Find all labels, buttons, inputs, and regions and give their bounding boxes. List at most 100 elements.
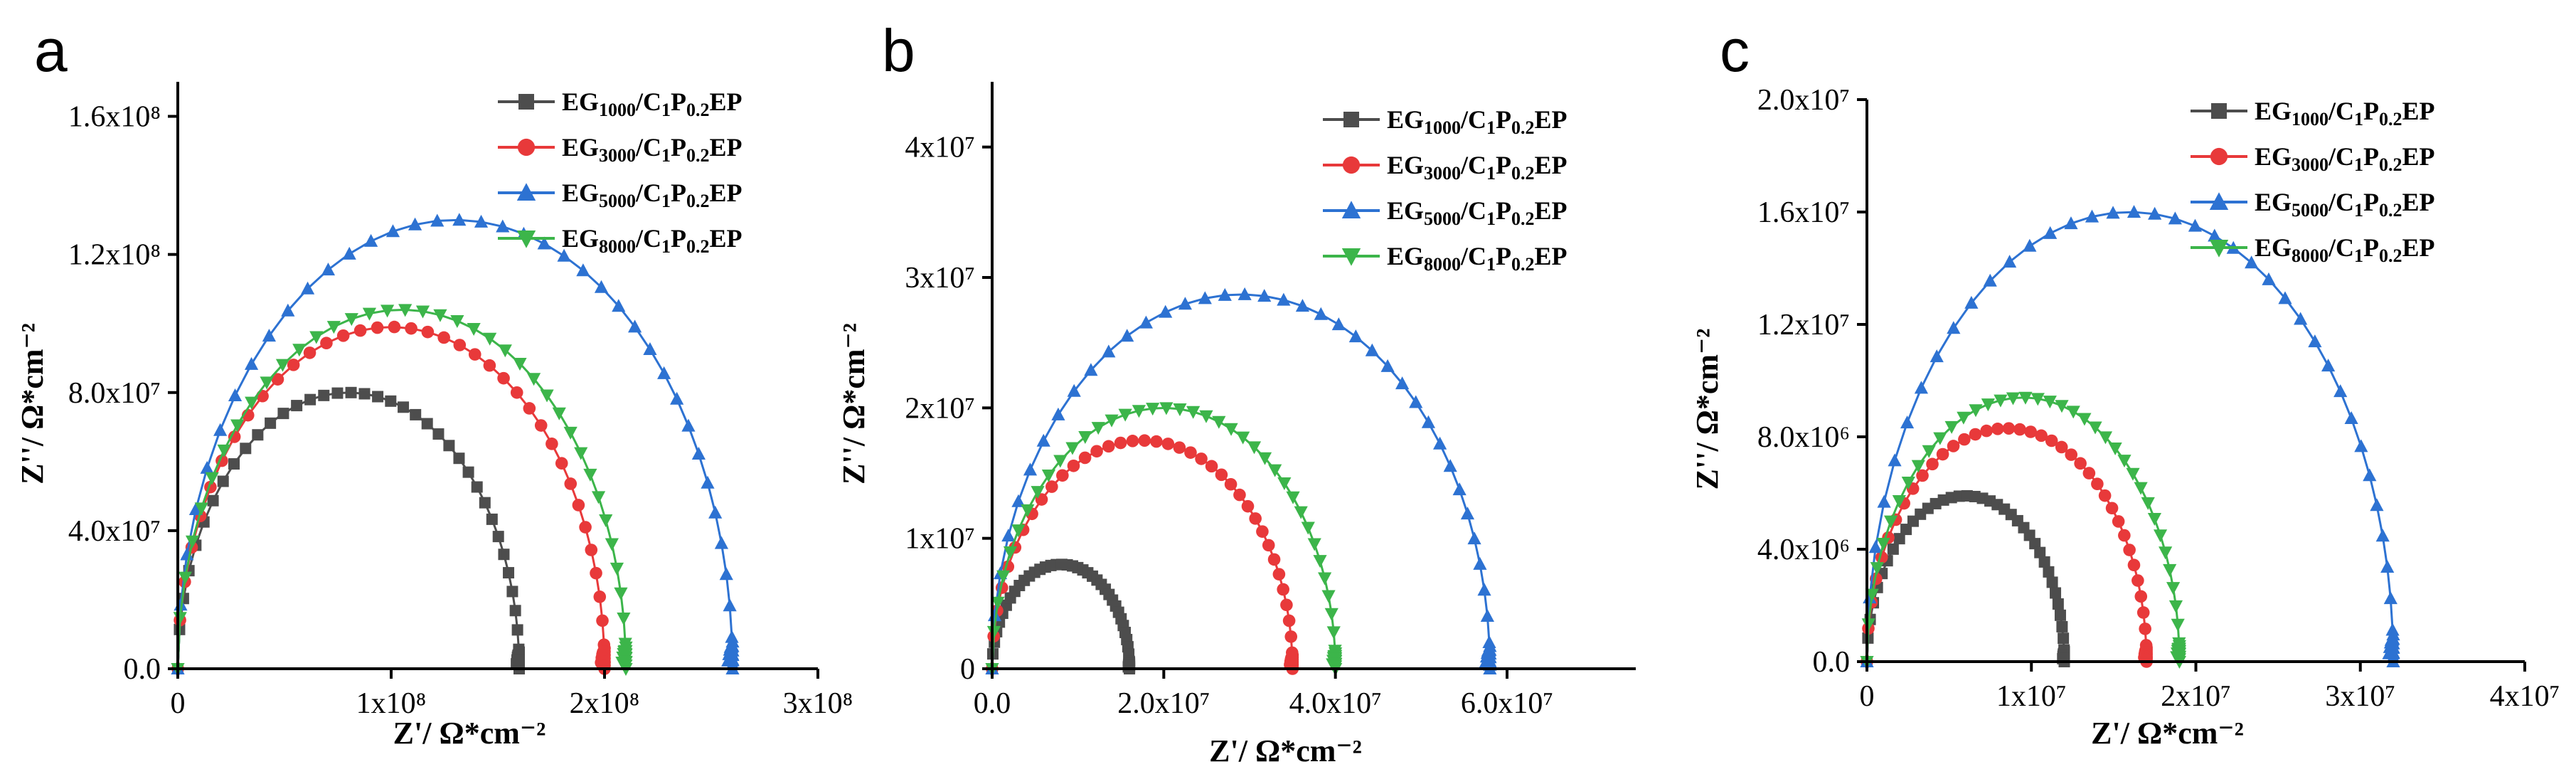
data-point bbox=[275, 359, 290, 372]
data-point bbox=[1307, 538, 1321, 551]
data-point bbox=[497, 371, 510, 385]
data-point bbox=[1067, 459, 1080, 472]
data-point bbox=[2035, 429, 2048, 443]
y-tick-label: 8.0x10⁶ bbox=[1757, 421, 1850, 454]
data-point bbox=[2018, 391, 2033, 405]
data-point bbox=[371, 321, 384, 334]
data-point bbox=[576, 263, 590, 277]
legend-marker bbox=[1343, 112, 1359, 127]
data-point bbox=[303, 346, 316, 359]
data-point bbox=[262, 329, 276, 342]
x-tick-label: 1x10⁷ bbox=[1996, 680, 2067, 713]
data-point bbox=[1900, 415, 1915, 429]
panel-c: c EG1000/C1P0.2EP EG3000/C1P0.2EP EG5000/C1… bbox=[1690, 17, 2560, 751]
data-point bbox=[2006, 392, 2021, 406]
data-point bbox=[714, 536, 729, 549]
data-point bbox=[1958, 433, 1971, 446]
panel-b: b EG1000/C1P0.2EP EG3000/C1P0.2EP EG5000/C1… bbox=[836, 17, 1636, 768]
x-tick-label: 0.0 bbox=[974, 687, 1011, 720]
data-point bbox=[1969, 404, 1983, 418]
data-point bbox=[1957, 411, 1971, 425]
y-tick-label: 8.0x10⁷ bbox=[68, 377, 161, 410]
data-point bbox=[1091, 422, 1105, 435]
data-point bbox=[1877, 494, 1891, 508]
data-point bbox=[1876, 537, 1890, 551]
data-point bbox=[398, 401, 410, 413]
legend-label: EG3000/C1P0.2EP bbox=[562, 133, 743, 166]
data-point bbox=[1930, 349, 1944, 363]
data-point bbox=[1286, 659, 1299, 673]
data-point bbox=[2112, 515, 2125, 528]
data-point bbox=[2046, 576, 2058, 588]
y-tick-label: 2.0x10⁷ bbox=[1757, 84, 1850, 117]
data-point bbox=[178, 571, 192, 585]
data-point bbox=[523, 402, 536, 415]
data-point bbox=[723, 598, 737, 612]
data-point bbox=[1184, 446, 1197, 459]
legend-marker bbox=[1342, 156, 1361, 174]
series-line bbox=[991, 293, 1491, 669]
data-point bbox=[1205, 460, 1218, 473]
data-point bbox=[1272, 568, 1286, 581]
data-point bbox=[309, 331, 324, 344]
data-point bbox=[1861, 618, 1875, 632]
data-point bbox=[180, 547, 194, 561]
panel-a: a EG1000/C1P0.2EP EG3000/C1P0.2EP EG5000/C1… bbox=[15, 17, 853, 751]
data-point bbox=[483, 332, 497, 346]
data-point bbox=[513, 358, 527, 371]
data-point bbox=[537, 236, 551, 250]
data-point bbox=[345, 386, 357, 398]
data-point bbox=[2134, 482, 2148, 495]
data-point bbox=[2333, 384, 2348, 398]
data-point bbox=[1262, 539, 1275, 552]
data-point bbox=[599, 514, 613, 527]
data-point bbox=[433, 309, 447, 322]
data-point bbox=[1926, 457, 1939, 471]
data-point bbox=[1036, 433, 1050, 447]
data-point bbox=[1868, 540, 1883, 553]
data-point bbox=[2003, 255, 2017, 268]
data-point bbox=[2166, 582, 2181, 595]
data-point bbox=[362, 307, 377, 321]
legend-marker bbox=[2209, 240, 2229, 258]
x-tick-label: 1x10⁸ bbox=[356, 687, 427, 720]
data-point bbox=[691, 446, 706, 460]
data-point bbox=[2013, 423, 2026, 436]
data-point bbox=[610, 562, 624, 576]
data-point bbox=[2074, 457, 2087, 470]
data-point bbox=[1138, 434, 1151, 447]
data-point bbox=[467, 323, 481, 337]
data-point bbox=[2171, 618, 2185, 632]
series-5000 bbox=[1860, 205, 2400, 667]
series-3000 bbox=[1861, 422, 2153, 668]
x-tick-label: 2x10⁸ bbox=[570, 687, 640, 720]
data-point bbox=[1224, 423, 1238, 436]
data-point bbox=[188, 502, 203, 515]
data-point bbox=[1280, 598, 1293, 612]
data-point bbox=[291, 400, 303, 412]
data-point bbox=[498, 549, 510, 561]
series-5000 bbox=[171, 213, 740, 674]
data-point bbox=[321, 263, 336, 276]
x-axis-title: Z'/ Ω*cm⁻² bbox=[393, 716, 546, 751]
data-point bbox=[2363, 468, 2377, 482]
data-point bbox=[2294, 312, 2308, 325]
data-point bbox=[353, 324, 367, 337]
data-point bbox=[1236, 431, 1250, 445]
data-point bbox=[1284, 630, 1298, 643]
data-point bbox=[1329, 660, 1343, 674]
legend-label: EG3000/C1P0.2EP bbox=[1387, 151, 1568, 184]
data-point bbox=[228, 458, 240, 470]
data-point bbox=[1256, 525, 1269, 538]
data-point bbox=[1467, 531, 1481, 545]
data-point bbox=[1120, 329, 1134, 342]
data-point bbox=[342, 246, 356, 260]
data-point bbox=[1118, 408, 1132, 422]
legend-marker bbox=[2210, 147, 2228, 166]
data-point bbox=[1460, 507, 1475, 520]
data-point bbox=[1395, 376, 1410, 390]
data-point bbox=[1257, 289, 1272, 302]
legend-label: EG1000/C1P0.2EP bbox=[2255, 97, 2435, 129]
data-point bbox=[1947, 440, 1960, 452]
data-point bbox=[410, 408, 422, 420]
